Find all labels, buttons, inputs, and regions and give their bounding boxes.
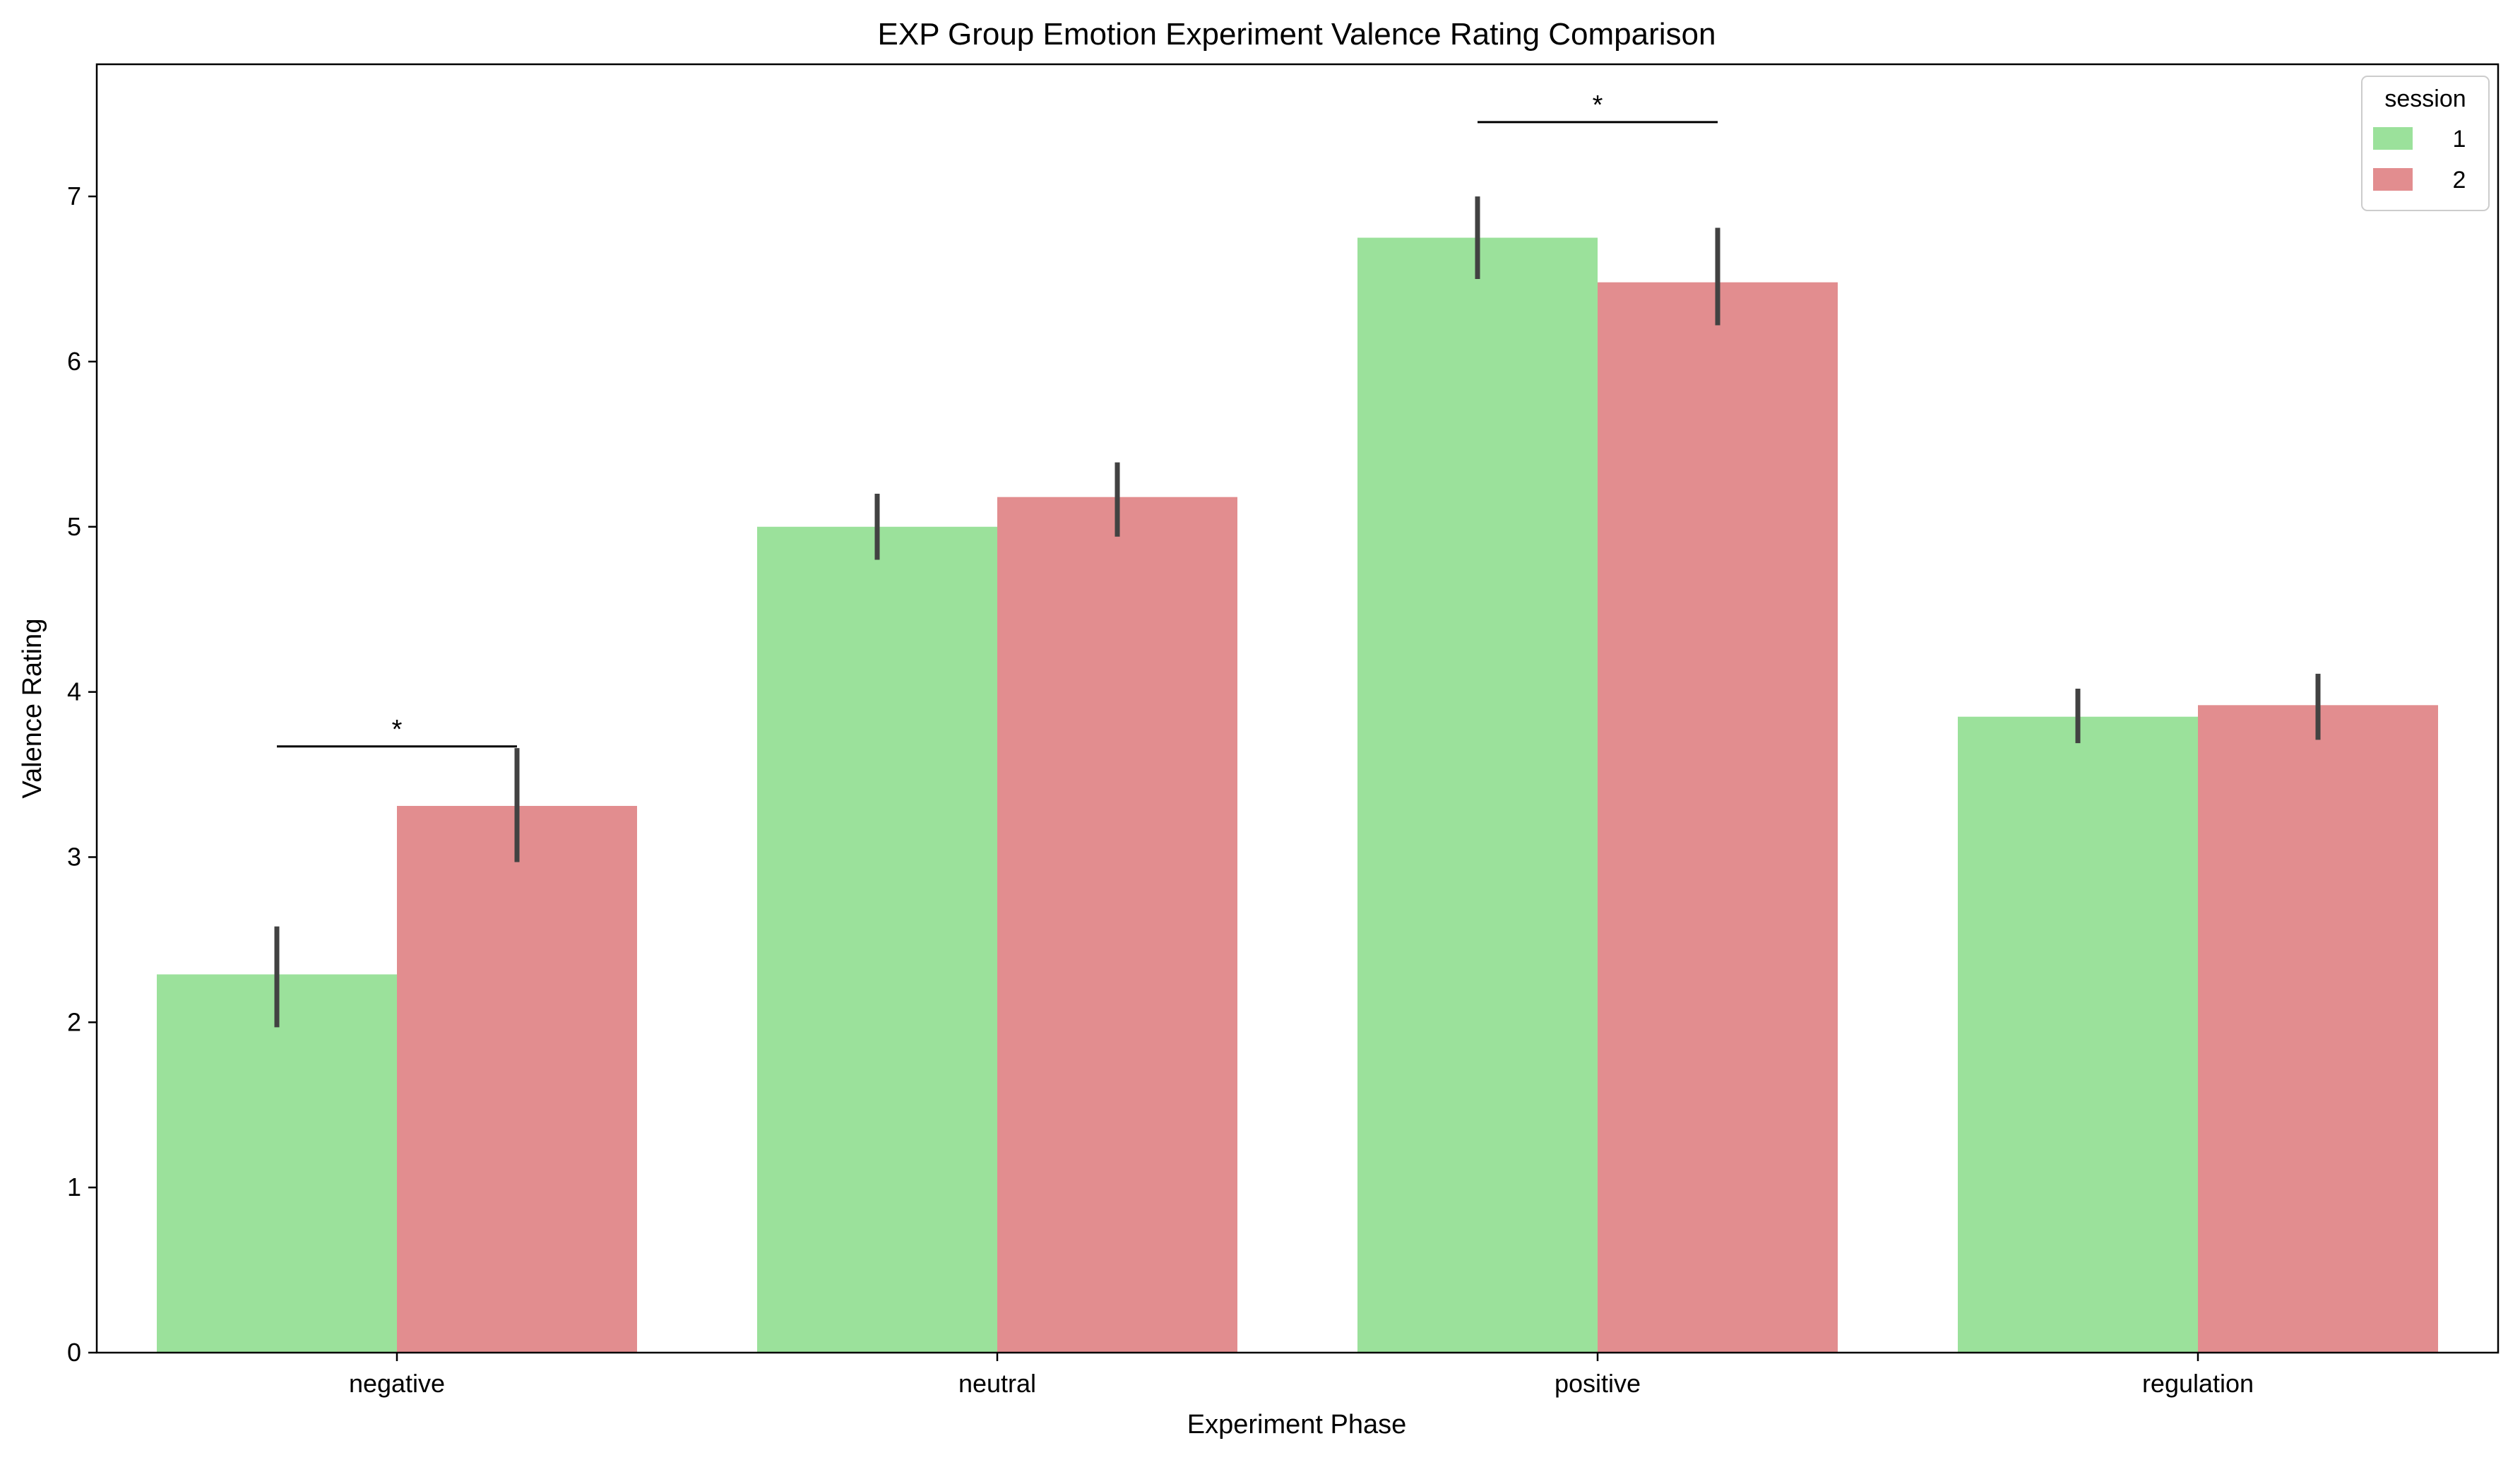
- y-tick-label: 0: [67, 1338, 81, 1367]
- bar-regulation-session-1: [1958, 716, 2198, 1353]
- legend-label-session-1: 1: [2453, 126, 2466, 153]
- significance-label: *: [392, 715, 403, 744]
- y-axis-label: Valence Rating: [18, 619, 47, 799]
- error-bars-layer: [274, 196, 2321, 1028]
- bar-positive-session-2: [1598, 282, 1838, 1353]
- x-tick-label: positive: [1555, 1369, 1641, 1398]
- legend-title: session: [2384, 85, 2466, 112]
- legend: session 1 2: [2361, 76, 2490, 211]
- legend-swatch-session-2: [2373, 168, 2413, 191]
- bar-negative-session-2: [397, 805, 637, 1353]
- legend-swatch-session-1: [2373, 127, 2413, 150]
- bar-negative-session-1: [157, 974, 397, 1353]
- x-tick-label: neutral: [958, 1369, 1036, 1398]
- significance-label: *: [1593, 90, 1603, 120]
- y-tick-label: 3: [67, 842, 81, 871]
- y-tick-label: 2: [67, 1007, 81, 1036]
- plot-frame: [95, 63, 2500, 1354]
- x-axis: negative neutral positive regulation: [349, 1353, 2254, 1398]
- y-axis: 0 1 2 3 4 5 6 7: [67, 182, 97, 1367]
- bar-regulation-session-2: [2198, 705, 2438, 1353]
- bars-layer: [157, 237, 2438, 1353]
- y-tick-label: 7: [67, 182, 81, 210]
- y-tick-label: 6: [67, 347, 81, 376]
- y-tick-label: 5: [67, 512, 81, 541]
- legend-label-session-2: 2: [2453, 167, 2466, 194]
- x-tick-label: negative: [349, 1369, 445, 1398]
- chart-title: EXP Group Emotion Experiment Valence Rat…: [878, 17, 1716, 52]
- y-tick-label: 1: [67, 1173, 81, 1201]
- x-tick-label: regulation: [2142, 1369, 2254, 1398]
- bar-neutral-session-1: [757, 526, 997, 1353]
- x-axis-label: Experiment Phase: [1187, 1410, 1407, 1440]
- y-tick-label: 4: [67, 677, 81, 706]
- bar-positive-session-1: [1357, 237, 1598, 1353]
- significance-annotations: **: [277, 90, 1718, 748]
- bar-neutral-session-2: [997, 497, 1237, 1353]
